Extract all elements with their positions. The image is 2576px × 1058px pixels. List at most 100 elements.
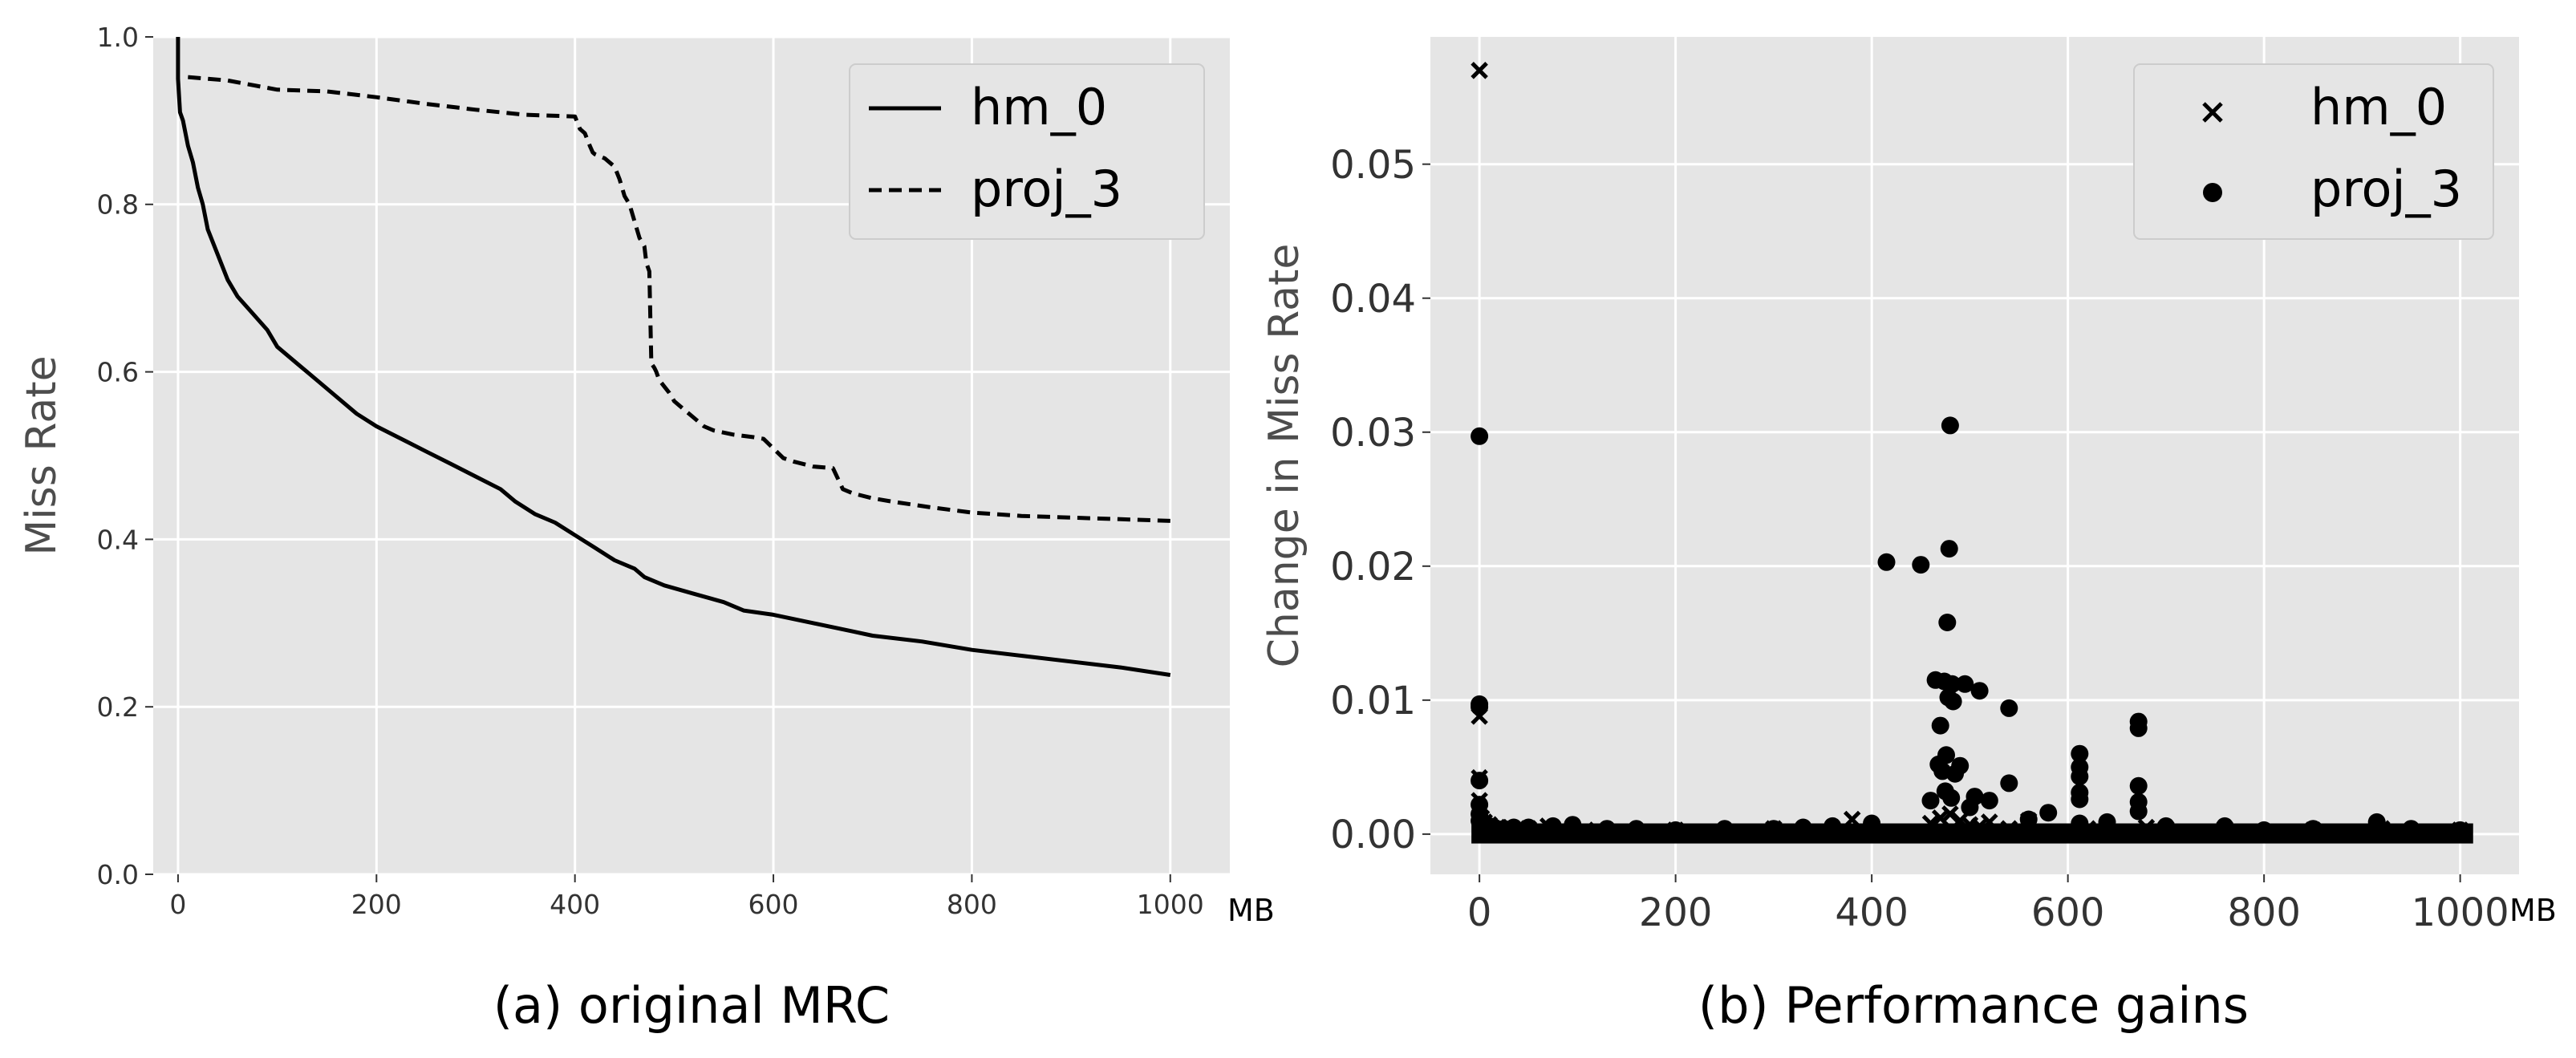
panel-b-performance-gains: 0 200 400 600 800 1000 0.00 0.01 0.02 0.03 0.04 0.0… (1260, 37, 2557, 1035)
y-tick-label: 0.2 (97, 691, 139, 723)
panel-b-caption: (b) Performance gains (1698, 976, 2249, 1035)
x-tick-label: 1000 (1137, 889, 1204, 920)
point-proj-3 (2071, 744, 2089, 763)
point-proj-3 (1627, 820, 1645, 838)
panel-a-legend: hm_0 proj_3 (849, 63, 1205, 240)
point-proj-3 (2255, 821, 2274, 839)
x-tick-label: 1000 (2412, 890, 2509, 935)
point-hm-0 (1981, 813, 1998, 831)
point-hm-0 (1951, 812, 1969, 829)
x-tick-label: 400 (1835, 890, 1909, 935)
point-proj-3 (1921, 792, 1940, 810)
x-tick-label: 0 (1467, 890, 1492, 935)
panel-a-miss-rate-curve: 0 200 400 600 800 1000 0.0 0.2 0.4 0.6 0.8 1.0 Miss… (18, 22, 1275, 1035)
point-proj-3 (1764, 820, 1783, 838)
point-proj-3 (2071, 768, 2089, 786)
panel-b-x-unit-label: MB (2509, 893, 2557, 928)
legend-a-hm0-label: hm_0 (971, 78, 1107, 136)
x-tick-label: 200 (351, 889, 402, 920)
x-tick-label: 400 (550, 889, 600, 920)
point-proj-3 (2367, 813, 2386, 831)
point-hm-0 (1970, 817, 1989, 835)
x-tick-label: 600 (748, 889, 799, 920)
point-proj-3 (2156, 817, 2175, 835)
point-proj-3 (1941, 416, 1959, 435)
panel-b-legend: hm_0 proj_3 (2133, 63, 2494, 240)
panel-a-y-axis-label: Miss Rate (18, 355, 66, 555)
point-proj-3 (1937, 746, 1955, 764)
point-hm-0 (1471, 62, 1488, 79)
point-proj-3 (1794, 818, 1812, 837)
point-hm-0 (1921, 814, 1940, 833)
y-tick-label: 0.03 (1330, 411, 1416, 456)
point-proj-3 (1715, 820, 1734, 838)
point-proj-3 (2000, 699, 2018, 717)
panel-b-ticks: 0 200 400 600 800 1000 0.00 0.01 0.02 0.03 0.04 0.0… (1330, 143, 2509, 935)
panel-a-ticks: 0 200 400 600 800 1000 0.0 0.2 0.4 0.6 0.8 1.0 (97, 22, 1204, 920)
point-proj-3 (1956, 675, 1974, 693)
point-proj-3 (1951, 756, 1970, 775)
point-proj-3 (2071, 814, 2089, 833)
point-proj-3 (1970, 682, 1989, 700)
point-proj-3 (1519, 818, 1538, 837)
point-hm-0 (2000, 820, 2018, 837)
panel-b-y-axis-label: Change in Miss Rate (1260, 244, 1308, 668)
point-proj-3 (2129, 776, 2148, 795)
point-proj-3 (1823, 817, 1842, 835)
point-proj-3 (1666, 821, 1685, 839)
panel-a-series (176, 37, 1171, 677)
y-tick-label: 0.00 (1330, 813, 1416, 857)
point-proj-3 (1564, 816, 1582, 834)
point-proj-3 (2451, 821, 2469, 839)
point-proj-3 (1980, 792, 1998, 810)
legend-b-proj3-marker (2203, 183, 2222, 202)
legend-b-proj3-label: proj_3 (2310, 160, 2462, 218)
y-tick-label: 0.04 (1330, 277, 1416, 322)
point-proj-3 (1544, 817, 1562, 835)
x-tick-label: 800 (2227, 890, 2301, 935)
y-tick-label: 0.0 (97, 859, 139, 890)
point-proj-3 (1965, 788, 1984, 806)
point-proj-3 (1471, 427, 1489, 445)
y-tick-label: 0.02 (1330, 545, 1416, 590)
point-proj-3 (1944, 692, 1962, 711)
y-tick-label: 0.05 (1330, 143, 1416, 188)
point-proj-3 (1912, 556, 1930, 574)
y-tick-label: 0.8 (97, 189, 139, 221)
y-tick-label: 0.6 (97, 356, 139, 387)
panel-b-series (1471, 62, 2473, 844)
point-proj-3 (1938, 614, 1957, 631)
y-tick-label: 0.4 (97, 524, 139, 555)
point-proj-3 (1943, 675, 1961, 693)
point-proj-3 (1504, 818, 1523, 837)
point-proj-3 (1877, 553, 1896, 571)
x-tick-label: 800 (947, 889, 997, 920)
panel-a-caption: (a) original MRC (493, 976, 890, 1035)
point-hm-0 (1843, 810, 1861, 829)
point-proj-3 (2402, 820, 2420, 838)
y-tick-label: 1.0 (97, 22, 139, 53)
point-proj-3 (2098, 813, 2116, 831)
point-proj-3 (1863, 814, 1881, 833)
point-proj-3 (2216, 817, 2234, 835)
point-proj-3 (2129, 802, 2148, 821)
point-proj-3 (1931, 716, 1949, 735)
series-line-proj-3 (188, 75, 1170, 523)
x-tick-label: 600 (2031, 890, 2105, 935)
legend-a-proj3-label: proj_3 (971, 160, 1122, 218)
point-hm-0 (2137, 818, 2156, 837)
x-tick-label: 200 (1639, 890, 1713, 935)
panel-b-legend-box (2133, 63, 2494, 240)
y-tick-label: 0.01 (1330, 679, 1416, 724)
legend-b-hm0-marker (2202, 102, 2223, 123)
point-proj-3 (1940, 540, 1958, 558)
point-proj-3 (1598, 820, 1617, 838)
point-proj-3 (2019, 810, 2038, 829)
point-proj-3 (2000, 774, 2018, 792)
point-proj-3 (2304, 820, 2322, 838)
point-proj-3 (2129, 719, 2148, 737)
legend-b-hm0-label: hm_0 (2310, 78, 2447, 136)
point-proj-3 (1942, 788, 1961, 807)
x-tick-label: 0 (169, 889, 186, 920)
